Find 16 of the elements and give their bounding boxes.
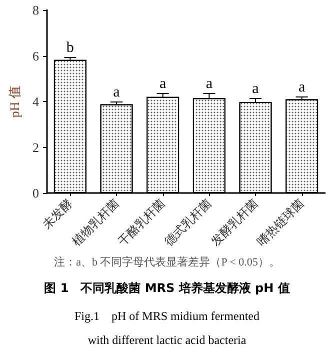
y-axis-title: pH 值 [7, 85, 22, 118]
y-tick-label: 8 [32, 2, 39, 18]
y-tick-label: 2 [32, 140, 39, 155]
text: 注：a、b 不同字母代表显著差异（P < 0.05）。 [54, 256, 280, 268]
annotation: a [159, 76, 166, 92]
x-tick-label: 未发酵 [40, 196, 76, 232]
text: 图 1 不同乳酸菌 MRS 培养基发酵液 pH 值 [44, 281, 290, 295]
y-tick-label: 4 [32, 94, 40, 109]
annotation: a [206, 76, 213, 92]
annotation: a [298, 79, 306, 96]
annotation: a [113, 84, 120, 100]
y-tick-label: 0 [32, 186, 39, 200]
y-tick-label: 6 [32, 48, 40, 64]
annotation: a [252, 81, 260, 98]
text: Fig.1 pH of MRS midium fermented with different lactic acid bacteria [74, 309, 260, 347]
annotation: b [66, 40, 74, 56]
